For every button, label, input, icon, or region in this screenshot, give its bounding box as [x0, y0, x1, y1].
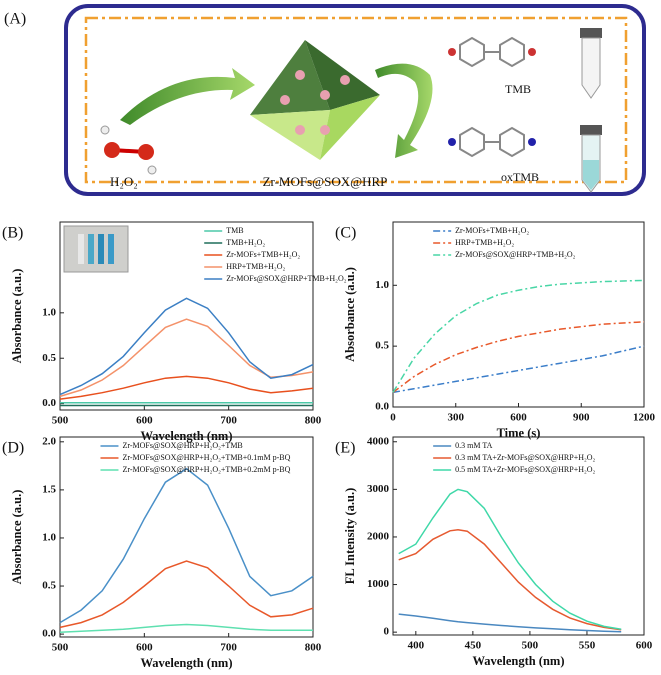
legend-label: Zr-MOFs@SOX@HRP+TMB+H₂O₂: [455, 250, 576, 259]
y-tick-label: 2.0: [42, 435, 56, 447]
legend-label: Zr-MOFs+TMB+H₂O₂: [455, 226, 529, 235]
y-tick-label: 0.0: [375, 401, 389, 413]
material-label: Zr-MOFs@SOX@HRP: [263, 174, 388, 189]
y-tick-label: 3000: [367, 483, 390, 495]
legend-label: TMB: [226, 226, 243, 235]
x-tick-label: 0: [390, 412, 396, 424]
octahedron: [250, 40, 380, 160]
panel-label: (C): [335, 225, 356, 242]
x-tick-label: 500: [52, 415, 69, 427]
x-axis-label: Time (s): [497, 426, 541, 440]
y-tick-label: 1.0: [375, 279, 389, 291]
x-axis-label: Wavelength (nm): [140, 429, 232, 443]
y-tick-label: 0.0: [42, 628, 56, 640]
y-axis-label: Absorbance (a.u.): [343, 267, 357, 362]
y-axis-label: Absorbance (a.u.): [10, 269, 24, 364]
oxtmb-molecule: [448, 126, 536, 158]
legend-label: Zr-MOFs@SOX@HRP+H₂O₂+TMB+0.2mM p-BQ: [122, 465, 290, 474]
legend-label: 0.3 mM TA+Zr-MOFs@SOX@HRP+H₂O₂: [455, 453, 595, 462]
plot-frame: [59, 221, 314, 411]
series-line: [392, 321, 645, 393]
plot-frame: [59, 436, 314, 638]
legend-label: HRP+TMB+H₂O₂: [455, 238, 514, 247]
series-line: [59, 297, 314, 396]
h2o2-label: H₂O₂: [110, 174, 138, 189]
x-tick-label: 550: [579, 640, 596, 652]
legend-label: Zr-MOFs@SOX@HRP+TMB+H₂O₂: [226, 274, 347, 283]
x-tick-label: 300: [448, 412, 465, 424]
x-tick-label: 450: [465, 640, 482, 652]
inset-photo: [63, 225, 129, 273]
dashed-frame: [84, 16, 628, 184]
series-line: [398, 488, 622, 631]
x-tick-label: 500: [522, 640, 539, 652]
legend-label: Zr-MOFs+TMB+H₂O₂: [226, 250, 300, 259]
x-tick-label: 700: [220, 415, 237, 427]
h2o2-molecule: [100, 125, 157, 175]
series-line: [59, 318, 314, 398]
y-axis-label: FL Intensity (a.u.): [343, 488, 357, 585]
series-line: [59, 623, 313, 633]
y-axis-label: Absorbance (a.u.): [10, 490, 24, 585]
x-axis-label: Wavelength (nm): [472, 654, 564, 668]
y-tick-label: 0: [384, 626, 390, 638]
y-tick-label: 0.5: [42, 580, 56, 592]
arrow: [375, 63, 433, 158]
panel-label: (D): [2, 440, 24, 457]
x-tick-label: 500: [52, 642, 69, 654]
y-tick-label: 2000: [367, 530, 390, 542]
panel-label: (E): [335, 440, 355, 457]
x-tick-label: 900: [573, 412, 590, 424]
y-tick-label: 0.0: [42, 397, 56, 409]
y-tick-label: 0.5: [375, 340, 389, 352]
series-line: [398, 613, 622, 633]
legend-label: Zr-MOFs@SOX@HRP+H₂O₂+TMB: [122, 441, 242, 450]
series-line: [59, 467, 314, 624]
y-tick-label: 0.5: [42, 352, 56, 364]
x-tick-label: 700: [220, 642, 237, 654]
y-tick-label: 1.5: [42, 483, 56, 495]
panel-label: (B): [2, 225, 23, 242]
y-tick-label: 1000: [367, 578, 390, 590]
series-line: [392, 279, 645, 393]
x-tick-label: 600: [136, 415, 153, 427]
x-tick-label: 600: [636, 640, 653, 652]
series-line: [59, 375, 314, 400]
panel-label: (A): [4, 11, 26, 28]
y-tick-label: 1.0: [42, 306, 56, 318]
x-tick-label: 600: [136, 642, 153, 654]
x-tick-label: 1200: [633, 412, 656, 424]
series-line: [392, 345, 645, 394]
plot-frame: [392, 436, 645, 636]
tmb-label: TMB: [505, 82, 531, 96]
legend-label: HRP+TMB+H₂O₂: [226, 262, 285, 271]
legend-label: 0.5 mM TA+Zr-MOFs@SOX@HRP+H₂O₂: [455, 465, 595, 474]
y-tick-label: 1.0: [42, 531, 56, 543]
x-tick-label: 600: [510, 412, 527, 424]
legend-label: 0.3 mM TA: [455, 441, 492, 450]
arrow: [120, 68, 255, 125]
panel-a: (A): [4, 4, 646, 196]
frame: [64, 4, 646, 196]
legend-label: Zr-MOFs@SOX@HRP+H₂O₂+TMB+0.1mM p-BQ: [122, 453, 290, 462]
x-tick-label: 400: [408, 640, 425, 652]
series-line: [59, 560, 314, 629]
legend-label: TMB+H₂O₂: [226, 238, 265, 247]
x-axis-label: Wavelength (nm): [140, 656, 232, 670]
tmb-molecule: [448, 36, 536, 68]
oxtmb-label: oxTMB: [501, 170, 539, 184]
series-line: [398, 529, 622, 631]
tubes: [580, 28, 602, 193]
x-tick-label: 800: [305, 642, 322, 654]
x-tick-label: 800: [305, 415, 322, 427]
y-tick-label: 4000: [367, 435, 390, 447]
